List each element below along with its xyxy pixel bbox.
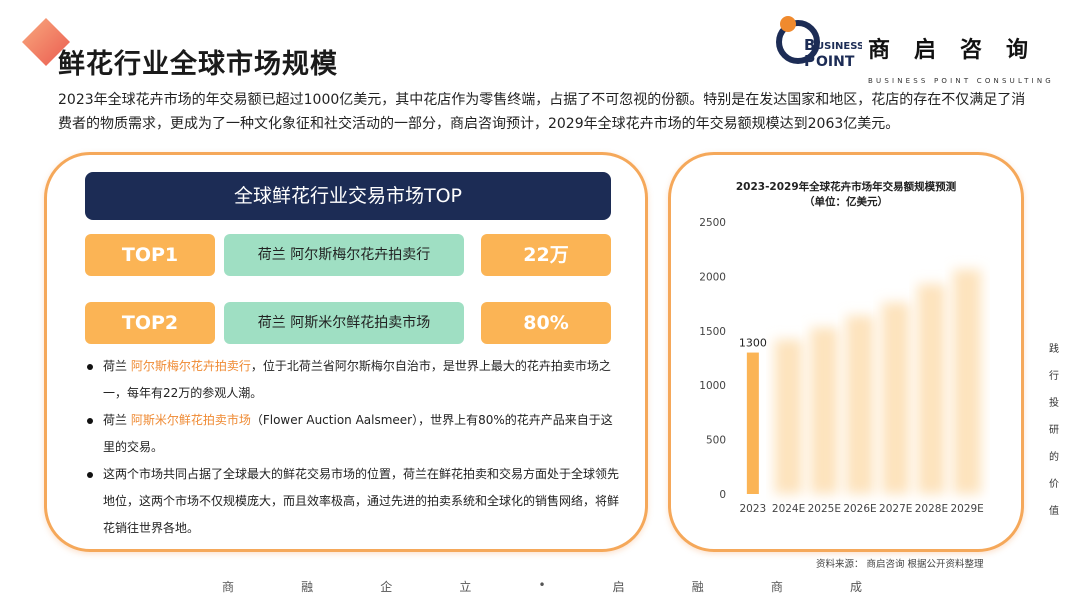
x-tick-label: 2023 bbox=[739, 503, 766, 515]
bullet-dot-icon bbox=[87, 418, 93, 424]
market-value-top1: 22万 bbox=[481, 234, 611, 276]
vertical-char: 值 bbox=[1049, 506, 1059, 517]
top-markets-header: 全球鲜花行业交易市场TOP bbox=[85, 172, 611, 220]
chart-subtitle: （单位：亿美元） bbox=[804, 195, 888, 208]
top-markets-panel: 全球鲜花行业交易市场TOP TOP1 荷兰 阿尔斯梅尔花卉拍卖行 22万 TOP… bbox=[44, 152, 648, 552]
footer-char: 商 bbox=[770, 580, 783, 594]
list-item: 荷兰 阿尔斯梅尔花卉拍卖行，位于北荷兰省阿尔斯梅尔自治市，是世界上最大的花卉拍卖… bbox=[87, 353, 623, 407]
y-tick-label: 500 bbox=[706, 435, 726, 447]
footer-char: 融 bbox=[301, 580, 314, 594]
vertical-slogan: 践 行 投 研 的 价 值 bbox=[1047, 340, 1061, 529]
x-tick-label: 2026E bbox=[843, 503, 876, 515]
list-item: 荷兰 阿斯米尔鲜花拍卖市场（Flower Auction Aalsmeer），世… bbox=[87, 407, 623, 461]
footer-char: 企 bbox=[380, 580, 393, 594]
bar-2025E bbox=[810, 327, 839, 494]
bullet-highlight: 阿斯米尔鲜花拍卖市场 bbox=[130, 413, 251, 427]
list-item: 这两个市场共同占据了全球最大的鲜花交易市场的位置，荷兰在鲜花拍卖和交易方面处于全… bbox=[87, 461, 623, 542]
x-tick-label: 2025E bbox=[808, 503, 841, 515]
page-title: 鲜花行业全球市场规模 bbox=[58, 49, 338, 80]
bullet-dot-icon bbox=[87, 364, 93, 370]
vertical-char: 投 bbox=[1049, 398, 1059, 409]
footer-char: 启 bbox=[612, 580, 625, 594]
bar-data-label: 1300 bbox=[739, 337, 767, 350]
market-value-top2: 80% bbox=[481, 302, 611, 344]
company-logo: B USINESS P OINT 商启咨询 BUSINESS POINT CON… bbox=[776, 16, 1066, 85]
logo-word-usiness: USINESS bbox=[816, 41, 862, 52]
bullet-text: （Flower Auction Aalsmeer），世界上有80%的花卉产品来自… bbox=[103, 413, 613, 454]
corner-decoration bbox=[22, 18, 70, 66]
bullet-text: 荷兰 bbox=[103, 413, 131, 427]
business-point-logo-mark: B USINESS P OINT bbox=[776, 16, 862, 70]
vertical-char: 价 bbox=[1049, 479, 1059, 490]
footer-char: 成 bbox=[849, 580, 862, 594]
logo-english-name: BUSINESS POINT CONSULTING bbox=[868, 77, 1054, 85]
logo-word-oint: OINT bbox=[816, 54, 855, 70]
bullet-text: 这两个市场共同占据了全球最大的鲜花交易市场的位置，荷兰在鲜花拍卖和交易方面处于全… bbox=[103, 467, 620, 535]
x-tick-label: 2027E bbox=[879, 503, 912, 515]
logo-letter-p: P bbox=[804, 52, 815, 70]
bar-2024E bbox=[774, 339, 803, 494]
intro-paragraph: 2023年全球花卉市场的年交易额已超过1000亿美元，其中花店作为零售终端，占据… bbox=[58, 92, 1026, 132]
source-note: 资料来源： 商启咨询 根据公开资料整理 bbox=[816, 559, 984, 570]
market-name-top2: 荷兰 阿斯米尔鲜花拍卖市场 bbox=[224, 302, 464, 344]
rank-badge-top2: TOP2 bbox=[85, 302, 215, 344]
footer-slogan: 商 融 企 立 • 启 融 商 成 bbox=[222, 578, 862, 595]
bar-2029E bbox=[953, 269, 982, 494]
footer-char: 融 bbox=[691, 580, 704, 594]
bar-2028E bbox=[917, 284, 946, 494]
footer-char: 立 bbox=[459, 580, 472, 594]
vertical-char: 行 bbox=[1049, 371, 1059, 382]
y-tick-label: 2000 bbox=[699, 271, 726, 283]
bar-2023 bbox=[746, 352, 759, 494]
vertical-char: 的 bbox=[1049, 452, 1059, 463]
bar-2026E bbox=[846, 315, 874, 494]
bullet-text: ，位于北荷兰省阿尔斯梅尔自治市，是世界上最大的花卉拍卖市场之一，每年有22万的参… bbox=[103, 359, 611, 400]
bullet-highlight: 阿尔斯梅尔花卉拍卖行 bbox=[130, 359, 251, 373]
x-tick-label: 2028E bbox=[915, 503, 948, 515]
x-tick-label: 2024E bbox=[772, 503, 805, 515]
chart-title: 2023-2029年全球花卉市场年交易额规模预测 bbox=[736, 180, 956, 193]
bullet-dot-icon bbox=[87, 472, 93, 478]
y-tick-label: 0 bbox=[719, 489, 726, 501]
market-name-top1: 荷兰 阿尔斯梅尔花卉拍卖行 bbox=[224, 234, 464, 276]
rank-badge-top1: TOP1 bbox=[85, 234, 215, 276]
y-tick-label: 1500 bbox=[699, 326, 726, 338]
logo-chinese-name: 商启咨询 bbox=[868, 38, 1053, 63]
bullet-text: 荷兰 bbox=[103, 359, 131, 373]
vertical-char: 研 bbox=[1049, 425, 1059, 436]
x-tick-label: 2029E bbox=[950, 503, 983, 515]
market-notes-list: 荷兰 阿尔斯梅尔花卉拍卖行，位于北荷兰省阿尔斯梅尔自治市，是世界上最大的花卉拍卖… bbox=[87, 353, 623, 542]
y-tick-label: 1000 bbox=[699, 380, 726, 392]
logo-letter-b: B bbox=[804, 36, 815, 54]
y-tick-label: 2500 bbox=[699, 217, 726, 229]
vertical-char: 践 bbox=[1049, 344, 1059, 355]
footer-char: • bbox=[538, 578, 546, 592]
bar-2027E bbox=[881, 302, 910, 494]
footer-char: 商 bbox=[222, 580, 235, 594]
